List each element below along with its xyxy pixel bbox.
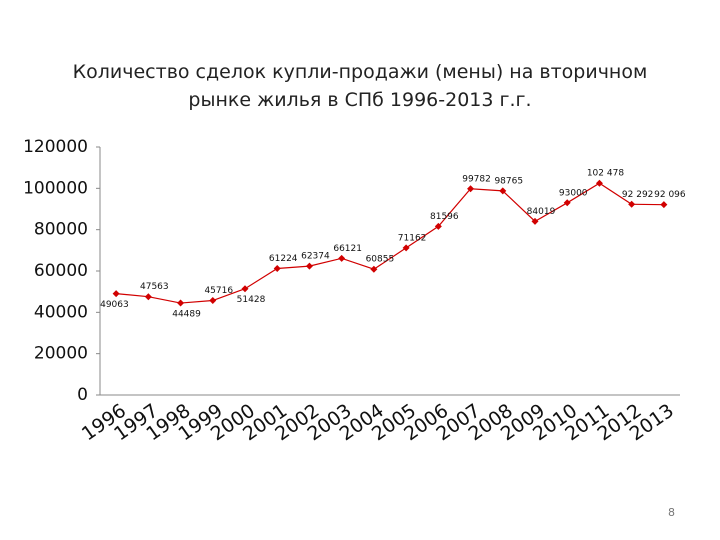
marker xyxy=(177,299,185,307)
data-label: 93000 xyxy=(559,188,588,198)
data-label: 81596 xyxy=(430,212,459,222)
marker xyxy=(563,199,571,207)
marker xyxy=(144,293,152,301)
marker xyxy=(628,200,636,208)
marker xyxy=(209,297,217,305)
data-label: 49063 xyxy=(100,300,129,310)
y-tick-label: 80000 xyxy=(34,220,88,240)
marker xyxy=(467,185,475,193)
marker xyxy=(338,254,346,262)
y-tick-label: 120000 xyxy=(23,137,88,157)
data-label: 66121 xyxy=(333,244,362,254)
data-label: 92 096 xyxy=(654,190,686,200)
data-label: 60855 xyxy=(366,255,395,265)
data-label: 47563 xyxy=(140,282,169,292)
data-label: 102 478 xyxy=(587,169,624,179)
data-label: 51428 xyxy=(237,295,266,305)
marker xyxy=(273,264,281,272)
marker xyxy=(370,265,378,273)
y-tick-label: 20000 xyxy=(34,344,88,364)
data-label: 45716 xyxy=(204,286,233,296)
line xyxy=(116,182,664,304)
y-tick-label: 40000 xyxy=(34,302,88,322)
marker xyxy=(402,244,410,252)
marker xyxy=(660,201,668,209)
y-tick-label: 100000 xyxy=(23,178,88,198)
data-label: 92 292 xyxy=(622,190,654,200)
marker xyxy=(434,222,442,230)
data-label: 71162 xyxy=(398,233,427,243)
data-label: 44489 xyxy=(172,310,201,320)
data-label: 99782 xyxy=(462,174,491,184)
marker xyxy=(112,290,120,298)
data-label: 62374 xyxy=(301,252,330,262)
marker xyxy=(305,262,313,270)
page-number: 8 xyxy=(668,506,675,519)
y-tick-label: 0 xyxy=(77,385,88,405)
marker xyxy=(531,217,539,225)
chart-title: Количество сделок купли-продажи (мены) н… xyxy=(72,61,648,111)
marker xyxy=(595,179,603,187)
marker xyxy=(241,285,249,293)
data-label: 98765 xyxy=(494,176,523,186)
data-label: 84019 xyxy=(527,207,556,217)
marker xyxy=(499,187,507,195)
y-tick-label: 60000 xyxy=(34,261,88,281)
data-label: 61224 xyxy=(269,254,298,264)
